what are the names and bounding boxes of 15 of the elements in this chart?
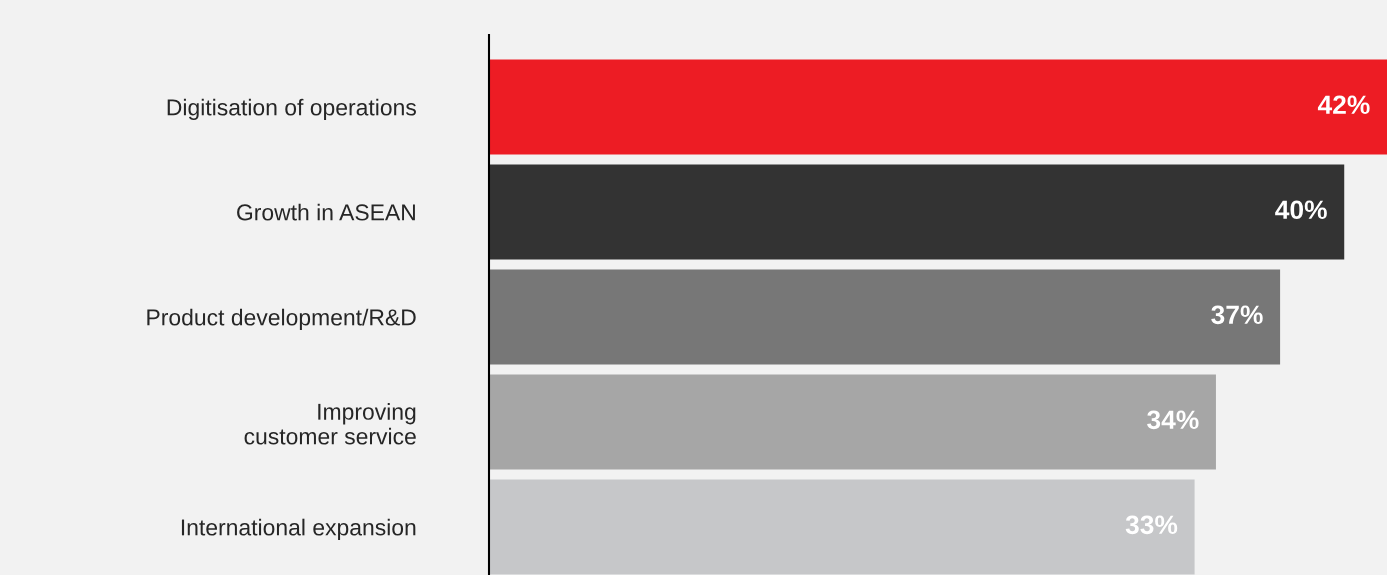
data-label: 42% (1317, 95, 1370, 115)
data-label: 40% (1275, 200, 1327, 220)
bar (489, 479, 1195, 575)
data-label: 34% (1147, 410, 1199, 430)
bar (489, 374, 1216, 470)
y-tick-label: Growth in ASEAN (237, 203, 415, 221)
data-label: 33% (1125, 515, 1178, 535)
y-tick-label: Digitisation of operations (167, 98, 416, 121)
y-tick-label: International expansion (181, 518, 416, 541)
bar (489, 269, 1281, 365)
y-tick-label: Product development/R&D (147, 308, 416, 331)
data-label: 37% (1211, 305, 1263, 325)
y-tick-label: Improving customer service (244, 403, 416, 445)
bar (489, 59, 1387, 155)
bar (489, 164, 1345, 260)
